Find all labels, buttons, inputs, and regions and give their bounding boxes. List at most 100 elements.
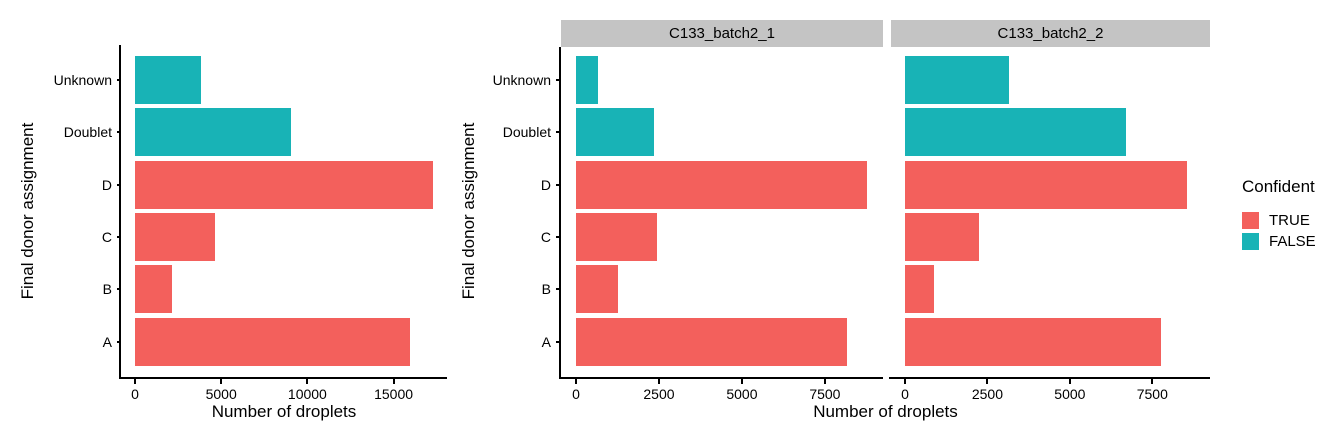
x-axis-ticks: 0 5000 10000 15000 (121, 379, 447, 405)
bar-a (576, 317, 848, 366)
bar-row-b (905, 263, 1210, 315)
x-tick-mark (657, 379, 660, 384)
bar-d (135, 160, 434, 209)
bar-doublet (135, 108, 291, 157)
y-tick-label: Doublet (502, 124, 551, 141)
x-axis-line (119, 377, 447, 379)
y-tick-doublet: Doublet (464, 106, 560, 158)
x-tick-label: 5000 (726, 386, 758, 402)
x-tick-mark (904, 379, 906, 384)
y-tick-label: B (102, 281, 112, 298)
overall-bar-panel (121, 45, 447, 377)
bar-row-doublet (576, 106, 883, 158)
bar-row-a (905, 316, 1210, 368)
x-tick-mark (575, 379, 577, 384)
x-tick-label: 7500 (809, 386, 841, 402)
bar-row-unknown (905, 54, 1210, 106)
bars-area (135, 45, 447, 377)
bar-b (905, 265, 935, 314)
y-tick-unknown: Unknown (464, 54, 560, 106)
x-tick-mark (986, 379, 989, 384)
bar-unknown (905, 56, 1009, 105)
x-axis-line-facet1 (559, 377, 883, 379)
x-axis-ticks-facet2: 0 2500 5000 7500 (891, 379, 1210, 405)
x-tick-label: 0 (901, 386, 909, 402)
x-axis-title: Number of droplets (211, 402, 357, 421)
y-axis-tick-labels-facet: Unknown Doublet D C B A (464, 47, 560, 377)
x-tick-mark (306, 379, 309, 384)
legend: Confident TRUE FALSE (1242, 177, 1316, 252)
y-tick-mark (556, 183, 560, 186)
y-tick-mark (556, 340, 560, 343)
x-tick-mark (392, 379, 395, 384)
y-tick-mark (556, 131, 560, 134)
bar-row-b (135, 263, 447, 315)
x-tick-mark (740, 379, 743, 384)
x-tick-mark (134, 379, 136, 384)
legend-item-false: FALSE (1242, 231, 1316, 252)
bar-row-d (576, 159, 883, 211)
legend-item-true: TRUE (1242, 210, 1316, 231)
y-tick-b: B (464, 263, 560, 315)
y-tick-label: Doublet (63, 124, 112, 141)
bar-d (576, 160, 867, 209)
y-tick-label: C (540, 229, 551, 246)
bar-row-a (576, 316, 883, 368)
x-tick-label: 10000 (287, 386, 327, 402)
bars-area (905, 47, 1210, 377)
bar-row-b (576, 263, 883, 315)
y-tick-a: A (464, 316, 560, 368)
bars-area (576, 47, 883, 377)
y-tick-c: C (464, 211, 560, 263)
y-tick-d: D (25, 159, 121, 211)
x-axis-line-facet2 (889, 377, 1210, 379)
bar-row-doublet (905, 106, 1210, 158)
y-tick-d: D (464, 159, 560, 211)
x-tick-mark (1151, 379, 1154, 384)
y-tick-unknown: Unknown (25, 54, 121, 106)
bar-c (905, 213, 979, 262)
legend-swatch-true (1242, 212, 1259, 229)
bar-row-d (135, 159, 447, 211)
y-tick-label: A (102, 333, 112, 350)
y-tick-label: Unknown (53, 72, 112, 89)
legend-label: FALSE (1269, 233, 1316, 250)
y-tick-label: C (101, 229, 112, 246)
bar-row-c (135, 211, 447, 263)
y-tick-label: Unknown (492, 72, 551, 89)
y-tick-label: B (541, 281, 551, 298)
y-tick-mark (556, 79, 560, 82)
y-axis-line-facet1 (559, 47, 561, 379)
bar-b (135, 265, 173, 314)
bar-b (576, 265, 619, 314)
y-tick-mark (556, 236, 560, 239)
legend-label: TRUE (1269, 212, 1310, 229)
bar-a (135, 317, 410, 366)
y-axis-tick-labels: Unknown Doublet D C B A (25, 45, 121, 377)
x-axis-title-facet: Number of droplets (813, 402, 958, 421)
x-tick-mark (220, 379, 223, 384)
bar-row-c (576, 211, 883, 263)
x-tick-mark (823, 379, 826, 384)
bar-unknown (135, 56, 201, 105)
x-tick-label: 5000 (205, 386, 237, 402)
x-tick-label: 5000 (1054, 386, 1086, 402)
x-tick-label: 0 (572, 386, 580, 402)
x-tick-label: 7500 (1136, 386, 1168, 402)
x-tick-label: 2500 (971, 386, 1003, 402)
x-tick-label: 15000 (374, 386, 414, 402)
y-tick-c: C (25, 211, 121, 263)
facet-strip-batch2-1: C133_batch2_1 (561, 20, 883, 47)
bar-c (135, 213, 216, 262)
bar-row-c (905, 211, 1210, 263)
x-tick-label: 2500 (643, 386, 675, 402)
legend-swatch-false (1242, 233, 1259, 250)
y-tick-label: D (101, 176, 112, 193)
x-axis-ticks-facet1: 0 2500 5000 7500 (561, 379, 883, 405)
facet-panel-batch2-2 (891, 47, 1210, 377)
bar-row-a (135, 316, 447, 368)
bar-doublet (576, 108, 654, 157)
bar-row-unknown (576, 54, 883, 106)
y-axis-line (119, 45, 121, 379)
